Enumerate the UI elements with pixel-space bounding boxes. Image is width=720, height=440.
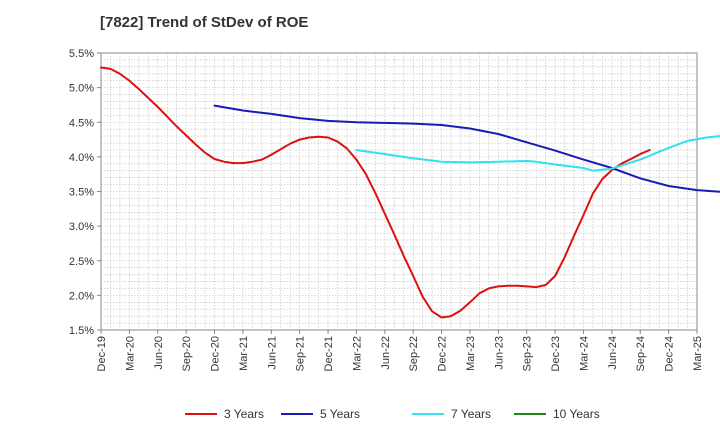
x-tick-label: Dec-20 xyxy=(210,336,222,371)
legend-label: 10 Years xyxy=(553,407,600,421)
x-tick-label: Mar-22 xyxy=(351,336,363,371)
y-tick-label: 2.0% xyxy=(69,290,94,302)
y-tick-label: 1.5% xyxy=(69,325,94,337)
x-tick-label: Mar-24 xyxy=(578,336,590,371)
y-tick-label: 5.0% xyxy=(69,83,94,95)
x-tick-label: Mar-23 xyxy=(465,336,477,371)
x-tick-label: Dec-22 xyxy=(437,336,449,371)
x-tick-label: Jun-22 xyxy=(380,336,392,370)
x-tick-label: Dec-24 xyxy=(664,336,676,371)
x-tick-label: Mar-20 xyxy=(124,336,136,371)
x-tick-label: Sep-24 xyxy=(635,336,647,371)
series-line xyxy=(213,104,720,193)
x-tick-label: Mar-25 xyxy=(692,336,704,371)
x-tick-label: Jun-24 xyxy=(607,336,619,370)
x-tick-label: Mar-21 xyxy=(238,336,250,371)
x-tick-label: Sep-22 xyxy=(408,336,420,371)
x-tick-label: Sep-21 xyxy=(295,336,307,371)
y-tick-label: 2.5% xyxy=(69,256,94,268)
legend-label: 7 Years xyxy=(451,407,491,421)
series-line xyxy=(100,66,651,319)
x-tick-label: Dec-21 xyxy=(323,336,335,371)
y-tick-label: 5.5% xyxy=(69,48,94,60)
x-tick-label: Sep-23 xyxy=(522,336,534,371)
x-tick-label: Jun-20 xyxy=(153,336,165,370)
x-tick-label: Jun-21 xyxy=(266,336,278,370)
x-tick-label: Dec-23 xyxy=(550,336,562,371)
series-line xyxy=(355,134,720,172)
y-tick-label: 3.5% xyxy=(69,187,94,199)
legend-label: 5 Years xyxy=(320,407,360,421)
x-tick-label: Dec-19 xyxy=(96,336,108,371)
chart-title: [7822] Trend of StDev of ROE xyxy=(100,14,309,31)
x-tick-label: Sep-20 xyxy=(181,336,193,371)
x-tick-label: Jun-23 xyxy=(493,336,505,370)
y-tick-label: 4.0% xyxy=(69,152,94,164)
y-tick-label: 3.0% xyxy=(69,221,94,233)
legend-label: 3 Years xyxy=(224,407,264,421)
y-tick-label: 4.5% xyxy=(69,117,94,129)
